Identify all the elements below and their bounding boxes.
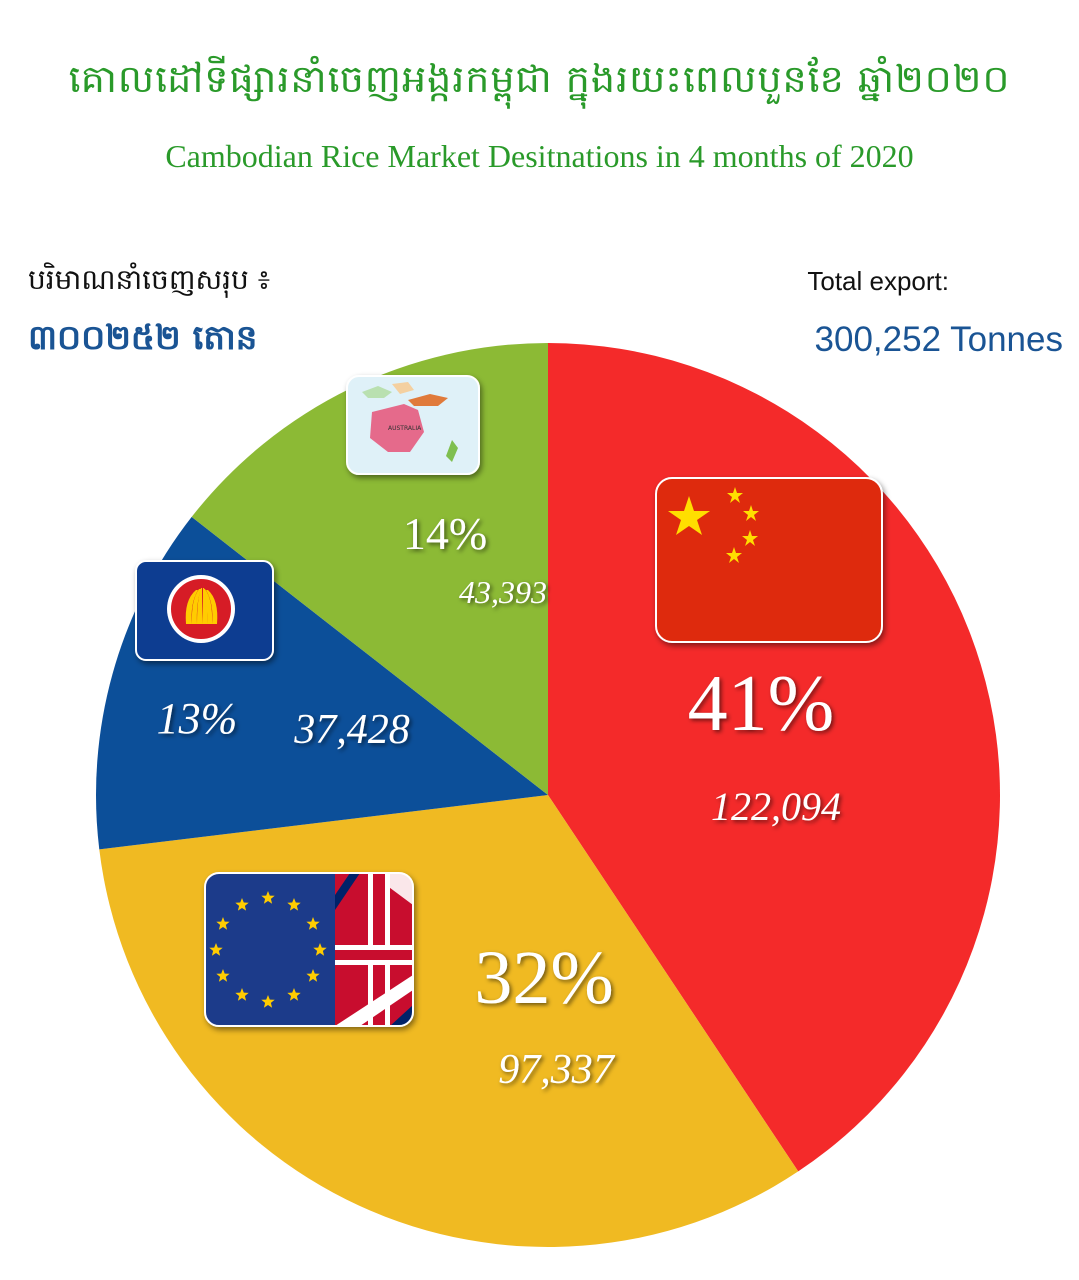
total-export-label-khmer: បរិមាណនាំចេញសរុប ៖ <box>28 263 271 296</box>
eu-star-icon <box>235 988 249 1001</box>
page-title-khmer: គោលដៅទីផ្សារនាំចេញអង្ករកម្ពុជា ក្នុងរយះព… <box>68 57 1011 101</box>
eu-star-icon <box>216 917 230 930</box>
eu-star-icon <box>261 891 275 904</box>
asean-percent-label: 13% <box>157 694 238 743</box>
eu-uk-value-label: 97,337 <box>498 1047 616 1093</box>
oceania-value-label: 43,393 <box>459 574 547 610</box>
oceania-percent-label: 14% <box>403 508 487 559</box>
total-export-value: 300,252 Tonnes <box>814 320 1063 359</box>
eu-star-icon <box>216 969 230 982</box>
page-title-english: Cambodian Rice Market Desitnations in 4 … <box>165 138 914 174</box>
eu-uk-flag-icon <box>204 872 414 1027</box>
oceania-map-label: AUSTRALIA <box>388 425 422 432</box>
eu-uk-percent-label: 32% <box>474 936 613 1020</box>
eu-star-icon <box>287 988 301 1001</box>
china-flag-large-star <box>668 496 710 535</box>
eu-star-icon <box>235 898 249 911</box>
eu-star-icon <box>261 995 275 1008</box>
asean-value-label: 37,428 <box>293 707 410 753</box>
total-export-label: Total export: <box>807 266 949 296</box>
china-value-label: 122,094 <box>711 784 841 829</box>
oceania-map-icon: AUSTRALIA <box>346 375 480 475</box>
china-flag-icon <box>655 477 883 643</box>
eu-star-icon <box>313 943 327 956</box>
china-percent-label: 41% <box>688 660 835 748</box>
eu-star-icon <box>287 898 301 911</box>
eu-star-icon <box>306 917 320 930</box>
total-export-value-khmer: ៣០០២៥២ តោន <box>28 318 258 358</box>
asean-emblem-icon <box>135 560 274 661</box>
eu-star-icon <box>209 943 223 956</box>
eu-star-icon <box>306 969 320 982</box>
